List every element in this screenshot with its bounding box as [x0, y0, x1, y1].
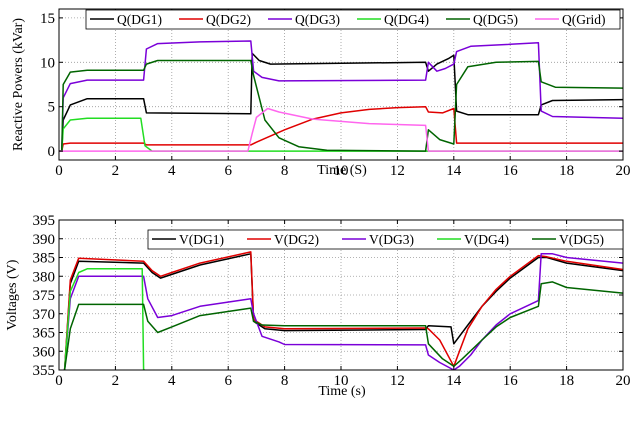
legend-entry: Q(Grid)	[562, 12, 606, 27]
x-tick-label: 20	[616, 163, 631, 179]
y-tick-label: 380	[33, 269, 56, 285]
legend: V(DG1) V(DG2) V(DG3) V(DG4) V(DG5)	[147, 229, 624, 250]
ticks: 0 2 4 6 8 10 12 14 16 18 20 0 5 10 15	[40, 9, 631, 179]
x-tick-label: 18	[559, 163, 574, 179]
x-tick-label: 18	[559, 373, 574, 389]
x-tick-label: 16	[503, 373, 519, 389]
legend-entry: V(DG1)	[179, 232, 224, 247]
x-tick-label: 2	[112, 163, 120, 179]
y-tick-label: 375	[33, 288, 56, 304]
series-line-q-dg5	[59, 59, 623, 152]
legend-entry: V(DG4)	[464, 232, 509, 247]
legend-entry: V(DG2)	[274, 232, 319, 247]
series-line-q-dg2	[59, 105, 623, 152]
x-tick-label: 0	[55, 163, 63, 179]
x-axis-label: Time (S)	[317, 163, 367, 178]
series-line-v-dg5	[63, 281, 623, 370]
voltage-chart: 0 2 4 6 8 10 12 14 16 18 20 355 360 365 370 375 380 385 39…	[5, 213, 631, 399]
x-tick-label: 20	[616, 373, 631, 389]
series-line-v-dg3	[63, 253, 623, 370]
series-group	[59, 40, 623, 152]
y-tick-label: 365	[33, 326, 56, 342]
series-line-q-dg3	[59, 40, 623, 152]
x-tick-label: 12	[390, 373, 405, 389]
y-tick-label: 360	[33, 344, 56, 360]
x-tick-label: 14	[446, 373, 462, 389]
x-tick-label: 4	[168, 163, 176, 179]
y-tick-label: 5	[48, 100, 56, 116]
legend-entry: Q(DG4)	[384, 12, 429, 27]
series-line-v-dg4	[63, 268, 145, 370]
series-line-v-dg1	[63, 253, 623, 370]
x-tick-label: 0	[55, 373, 63, 389]
legend-entry: Q(DG2)	[206, 12, 251, 27]
series-group	[63, 251, 623, 370]
y-tick-label: 390	[33, 232, 56, 248]
y-tick-label: 10	[40, 55, 55, 71]
y-tick-label: 355	[33, 363, 56, 379]
legend-box	[147, 229, 624, 250]
x-tick-label: 2	[112, 373, 120, 389]
x-tick-label: 8	[281, 163, 289, 179]
x-tick-label: 6	[224, 163, 232, 179]
legend: Q(DG1) Q(DG2) Q(DG3) Q(DG4) Q(DG5) Q(Grid)	[85, 9, 621, 30]
legend-entry: V(DG5)	[559, 232, 604, 247]
series-line-q-grid	[59, 107, 623, 152]
x-tick-label: 4	[168, 373, 176, 389]
legend-entry: Q(DG3)	[295, 12, 340, 27]
x-tick-label: 16	[503, 163, 519, 179]
x-tick-label: 10	[334, 373, 349, 389]
series-line-v-dg2	[63, 251, 623, 370]
legend-entry: V(DG3)	[369, 232, 414, 247]
legend-entry: Q(DG1)	[117, 12, 162, 27]
y-tick-label: 395	[33, 213, 56, 229]
ticks: 0 2 4 6 8 10 12 14 16 18 20 355 360 365 370 375 380 385 39…	[33, 213, 631, 389]
series-line-q-dg1	[59, 52, 623, 152]
y-axis-label: Reactive Powers (kVar)	[11, 18, 26, 151]
legend-entry: Q(DG5)	[473, 12, 518, 27]
x-tick-label: 14	[446, 163, 462, 179]
y-tick-label: 385	[33, 251, 56, 267]
x-tick-label: 10	[334, 163, 349, 179]
x-tick-label: 8	[281, 373, 289, 389]
y-tick-label: 15	[40, 11, 55, 27]
x-tick-label: 6	[224, 373, 232, 389]
x-tick-label: 12	[390, 163, 405, 179]
y-axis-label: Voltages (V)	[5, 259, 20, 330]
legend-box	[85, 9, 621, 30]
y-tick-label: 370	[33, 307, 56, 323]
y-tick-label: 0	[48, 144, 56, 160]
reactive-power-chart: 0 2 4 6 8 10 12 14 16 18 20 0 5 10 15 Time (S) Reactive …	[11, 8, 631, 179]
x-axis-label: Time (s)	[318, 384, 366, 399]
